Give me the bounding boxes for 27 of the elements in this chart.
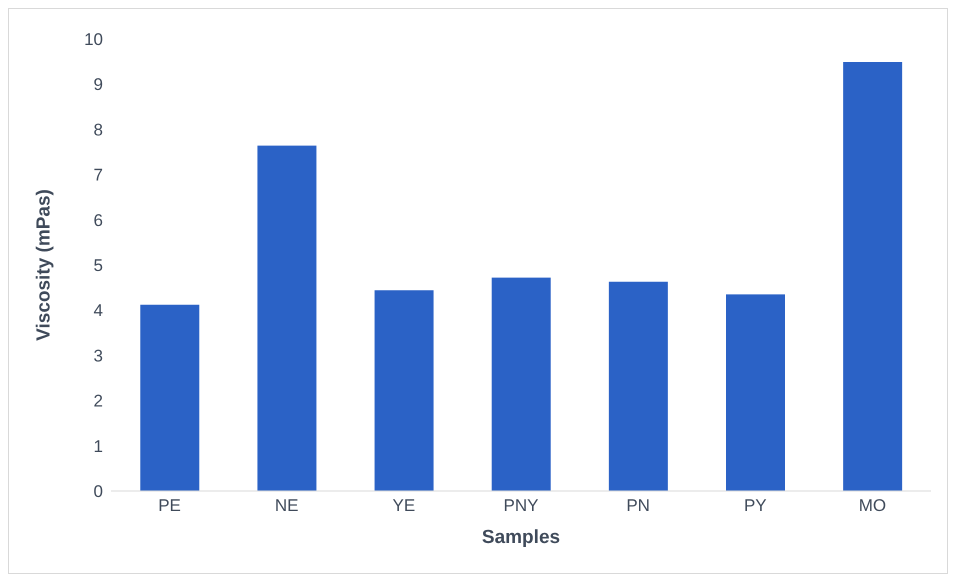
bar — [726, 294, 785, 491]
x-axis-title: Samples — [482, 527, 560, 548]
y-tick-label: 4 — [94, 301, 103, 320]
bar — [843, 62, 902, 491]
bar — [257, 146, 316, 491]
x-tick-label: YE — [392, 496, 416, 516]
y-tick-label: 1 — [94, 436, 103, 456]
bar — [140, 304, 200, 491]
y-tick-label: 6 — [94, 210, 103, 230]
y-tick-label: 5 — [94, 256, 103, 276]
y-axis-title: Viscosity (mPas) — [34, 189, 55, 341]
y-tick-label: 9 — [94, 75, 103, 94]
y-tick-label: 2 — [94, 392, 103, 411]
x-tick-label: PN — [626, 496, 650, 516]
y-tick-label: 3 — [94, 346, 103, 366]
x-tick-label: NE — [274, 496, 299, 516]
x-tick-label: MO — [858, 496, 886, 516]
y-tick-label: 7 — [94, 166, 103, 185]
bar — [374, 290, 434, 491]
y-tick-label: 10 — [84, 30, 103, 50]
y-tick-label: 8 — [94, 120, 103, 140]
y-tick-label: 0 — [94, 482, 103, 502]
x-tick-label: PE — [158, 496, 181, 516]
x-tick-label: PY — [744, 496, 767, 516]
x-tick-label: PNY — [504, 496, 538, 516]
bar — [608, 282, 668, 491]
bar — [492, 278, 551, 491]
